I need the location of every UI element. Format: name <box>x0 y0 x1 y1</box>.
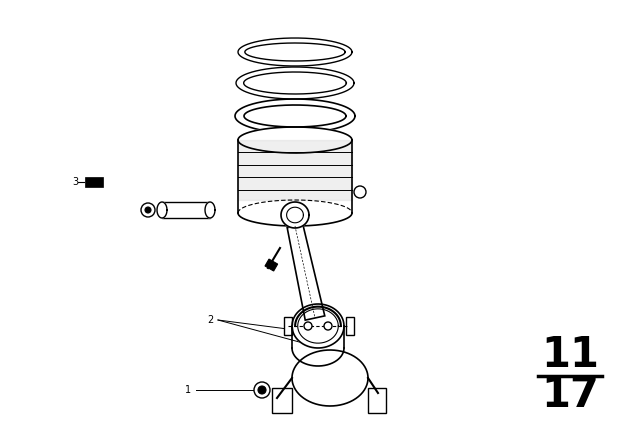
Polygon shape <box>245 43 345 61</box>
Polygon shape <box>238 140 352 200</box>
Polygon shape <box>205 202 215 218</box>
Polygon shape <box>238 38 352 66</box>
Circle shape <box>141 203 155 217</box>
Text: 2: 2 <box>207 315 213 325</box>
Polygon shape <box>287 224 324 320</box>
Polygon shape <box>292 304 344 348</box>
Polygon shape <box>244 105 346 127</box>
Polygon shape <box>244 72 346 94</box>
Text: 11: 11 <box>541 334 599 376</box>
Bar <box>368 388 386 413</box>
Polygon shape <box>236 67 354 99</box>
Polygon shape <box>292 326 344 366</box>
Polygon shape <box>157 202 167 218</box>
Bar <box>346 317 354 335</box>
Bar <box>157 206 165 214</box>
Bar <box>272 388 292 413</box>
Circle shape <box>304 322 312 330</box>
Text: 3: 3 <box>72 177 78 187</box>
Circle shape <box>254 382 270 398</box>
Text: 1: 1 <box>185 385 191 395</box>
Polygon shape <box>238 127 352 153</box>
Circle shape <box>258 386 266 394</box>
Circle shape <box>145 207 151 213</box>
Bar <box>265 259 278 271</box>
Bar <box>162 202 210 218</box>
Text: 17: 17 <box>541 374 599 416</box>
Polygon shape <box>281 202 309 228</box>
Polygon shape <box>292 350 368 406</box>
Polygon shape <box>235 99 355 133</box>
Bar <box>284 317 292 335</box>
Circle shape <box>324 322 332 330</box>
Bar <box>85 177 103 187</box>
